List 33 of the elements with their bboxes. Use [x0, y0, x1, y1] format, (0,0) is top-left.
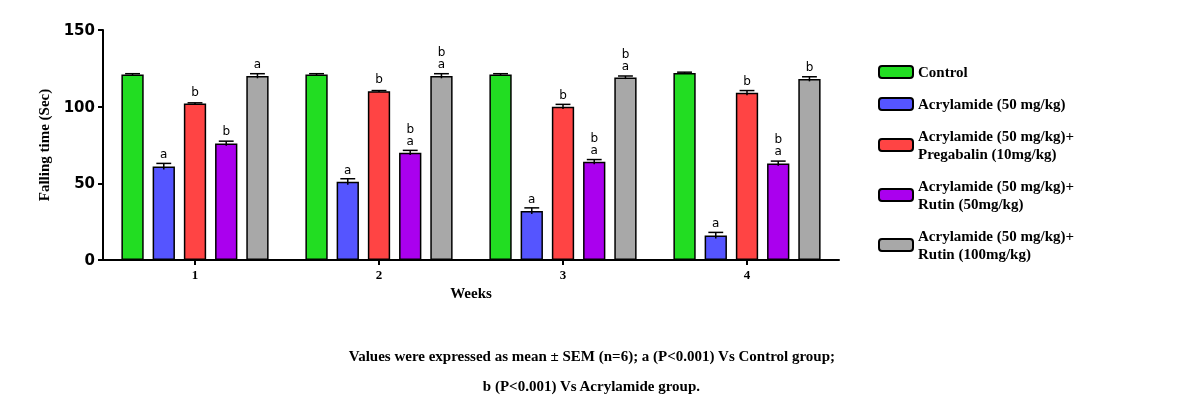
text: b (P<0.001) Vs Acrylamide group.: [482, 377, 701, 395]
data-label: a: [160, 147, 168, 162]
y-tick-label: 150: [63, 21, 95, 39]
legend-label: Control: [918, 64, 968, 80]
y-tick-label: 50: [74, 174, 95, 193]
text: Values were expressed as mean ± SEM (n=6); a (P<0.001) Vs Control group;: [348, 347, 836, 365]
x-tick-label: 1: [191, 267, 199, 282]
legend-label: Acrylamide (50 mg/kg)+ Rutin (100mg/kg): [918, 228, 1075, 263]
data-label: b a: [437, 45, 446, 71]
data-label: a: [712, 216, 720, 231]
y-axis-title: Falling time (Sec): [35, 88, 53, 202]
data-label: b: [222, 124, 231, 139]
data-label: b: [743, 73, 751, 88]
data-label: a: [344, 162, 352, 177]
data-label: a: [253, 57, 262, 71]
data-label: a: [528, 191, 536, 206]
data-label: b: [375, 72, 383, 87]
x-tick-label: 3: [559, 267, 567, 282]
x-axis-title: Weeks: [450, 285, 492, 302]
x-tick-label: 4: [743, 267, 751, 282]
x-tick-label: 2: [375, 267, 383, 282]
legend-label: Acrylamide (50 mg/kg)+ Pregabalin (10mg/kg): [918, 128, 1075, 163]
legend-label: Acrylamide (50 mg/kg): [918, 96, 1066, 113]
data-label: b: [805, 60, 814, 75]
y-tick-label: 100: [63, 97, 95, 116]
data-label: b: [191, 84, 199, 99]
y-tick-label: 0: [84, 251, 95, 269]
data-label: b a: [406, 121, 415, 148]
legend-label: Acrylamide (50 mg/kg)+ Rutin (50mg/kg): [918, 178, 1075, 213]
data-label: b a: [590, 130, 599, 157]
data-label: b a: [774, 132, 783, 159]
data-label: b a: [621, 46, 630, 73]
data-label: b: [559, 87, 567, 102]
